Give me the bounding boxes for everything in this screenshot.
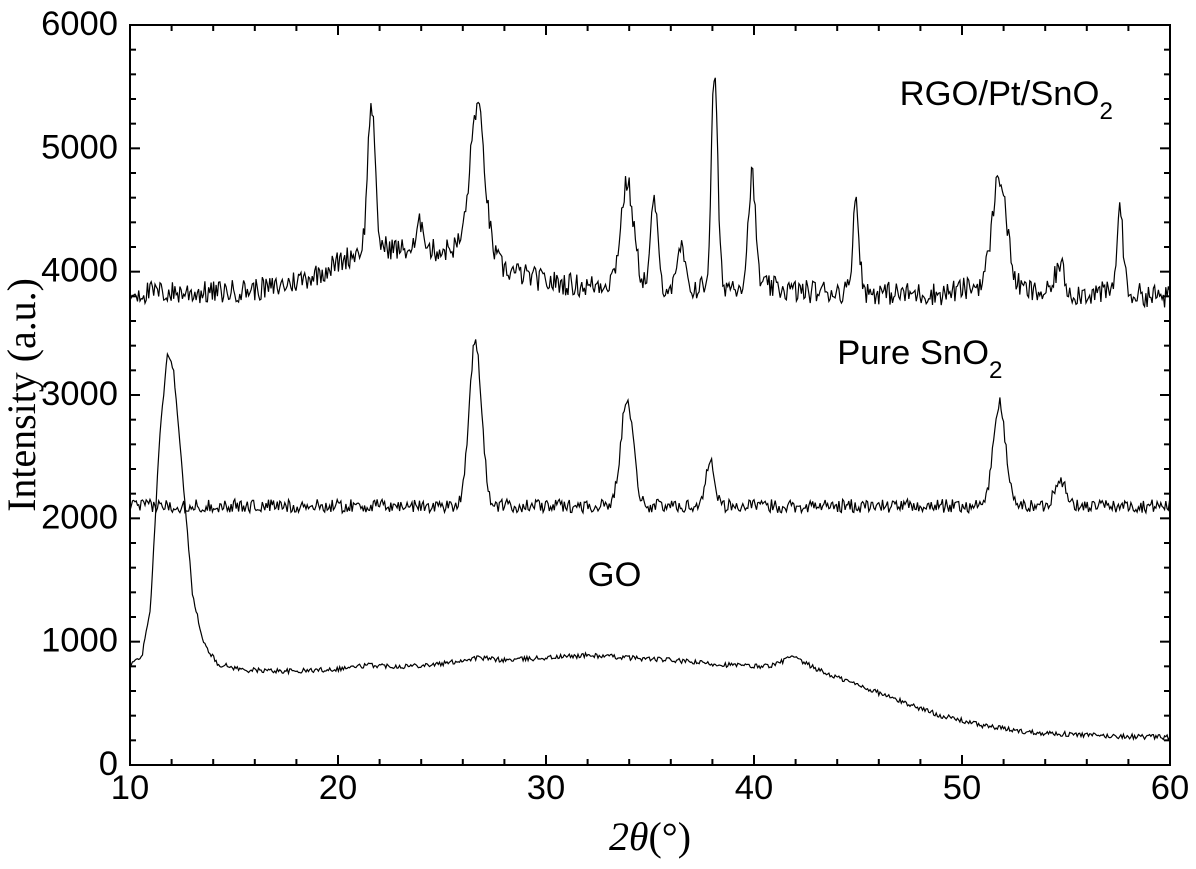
series-label-GO: GO xyxy=(588,556,642,594)
y-tick-label: 4000 xyxy=(41,252,118,290)
series-Pure_SnO2 xyxy=(130,339,1170,512)
y-tick-label: 3000 xyxy=(41,375,118,413)
x-axis-label: 2θ(°) xyxy=(609,814,691,859)
series-label-RGO_Pt_SnO2: RGO/Pt/SnO2 xyxy=(900,75,1113,125)
y-tick-label: 0 xyxy=(99,745,118,783)
x-tick-label: 40 xyxy=(735,769,773,807)
y-tick-label: 5000 xyxy=(41,128,118,166)
x-tick-label: 60 xyxy=(1151,769,1189,807)
y-tick-label: 2000 xyxy=(41,498,118,536)
xrd-chart: 10203040506001000200030004000500060002θ(… xyxy=(0,0,1196,869)
series-GO xyxy=(130,354,1170,740)
x-tick-label: 30 xyxy=(527,769,565,807)
x-tick-label: 50 xyxy=(943,769,981,807)
y-tick-label: 1000 xyxy=(41,622,118,660)
y-axis-label: Intensity (a.u.) xyxy=(0,278,44,512)
y-tick-label: 6000 xyxy=(41,5,118,43)
series-label-Pure_SnO2: Pure SnO2 xyxy=(837,334,1002,384)
chart-svg: 10203040506001000200030004000500060002θ(… xyxy=(0,0,1196,869)
x-tick-label: 20 xyxy=(319,769,357,807)
